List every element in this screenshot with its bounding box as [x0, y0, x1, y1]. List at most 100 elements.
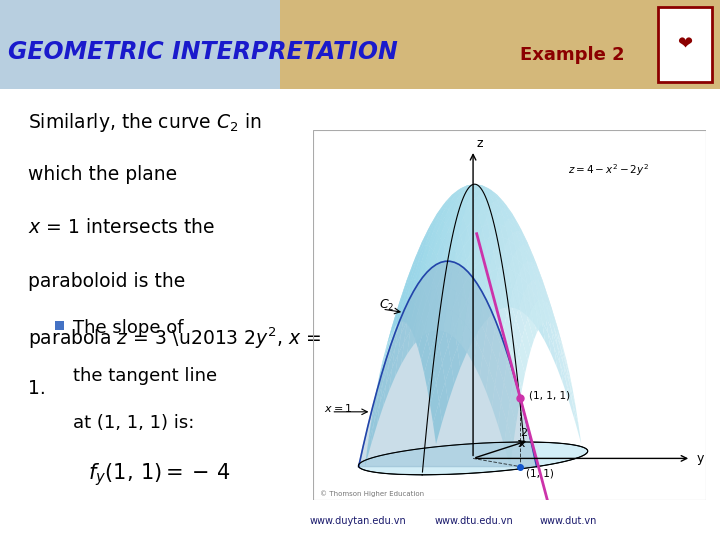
Polygon shape	[452, 224, 462, 238]
Polygon shape	[460, 302, 469, 333]
Polygon shape	[495, 271, 504, 298]
Polygon shape	[431, 233, 440, 251]
Polygon shape	[464, 227, 474, 245]
Polygon shape	[536, 280, 546, 301]
Polygon shape	[485, 211, 495, 227]
Polygon shape	[431, 289, 439, 319]
Polygon shape	[482, 295, 490, 322]
Polygon shape	[392, 298, 400, 328]
Bar	[324, 0, 328, 89]
Polygon shape	[461, 227, 469, 247]
Polygon shape	[410, 258, 419, 284]
Polygon shape	[413, 247, 422, 271]
Polygon shape	[495, 214, 503, 230]
Polygon shape	[516, 273, 525, 298]
Polygon shape	[428, 219, 437, 233]
Bar	[436, 0, 440, 89]
Polygon shape	[539, 302, 548, 333]
Polygon shape	[521, 252, 530, 275]
Text: x: x	[518, 437, 526, 450]
Polygon shape	[549, 300, 557, 332]
Polygon shape	[479, 276, 487, 302]
Polygon shape	[506, 219, 516, 233]
Bar	[432, 0, 436, 89]
Polygon shape	[518, 239, 527, 260]
Polygon shape	[464, 194, 473, 204]
Polygon shape	[431, 211, 440, 227]
Polygon shape	[440, 207, 449, 221]
Polygon shape	[552, 307, 560, 339]
Polygon shape	[389, 354, 398, 391]
Polygon shape	[495, 313, 504, 346]
Polygon shape	[510, 384, 519, 424]
Text: $z = 4 - x^2 - 2y^2$: $z = 4 - x^2 - 2y^2$	[567, 163, 649, 178]
Polygon shape	[453, 291, 462, 316]
Polygon shape	[467, 221, 476, 239]
Bar	[288, 0, 292, 89]
Polygon shape	[404, 267, 413, 291]
Polygon shape	[430, 332, 439, 367]
Text: © Thomson Higher Education: © Thomson Higher Education	[320, 490, 425, 497]
Polygon shape	[446, 193, 455, 201]
Polygon shape	[512, 255, 521, 276]
Polygon shape	[431, 269, 441, 291]
Polygon shape	[486, 271, 495, 299]
Polygon shape	[419, 237, 428, 258]
Polygon shape	[467, 199, 476, 212]
Polygon shape	[539, 273, 549, 300]
Bar	[380, 0, 384, 89]
Polygon shape	[467, 197, 476, 207]
Polygon shape	[476, 194, 485, 204]
Bar	[412, 0, 416, 89]
Polygon shape	[392, 313, 401, 346]
Polygon shape	[461, 185, 470, 188]
Polygon shape	[470, 184, 479, 187]
Polygon shape	[426, 272, 434, 296]
Polygon shape	[452, 188, 461, 195]
Polygon shape	[477, 239, 485, 261]
Polygon shape	[554, 319, 564, 352]
Polygon shape	[501, 382, 510, 423]
Polygon shape	[462, 277, 471, 302]
Bar	[428, 0, 432, 89]
Polygon shape	[410, 280, 418, 301]
Polygon shape	[449, 269, 459, 291]
Polygon shape	[519, 339, 528, 374]
Polygon shape	[422, 224, 431, 242]
Polygon shape	[422, 239, 431, 261]
Polygon shape	[439, 284, 449, 313]
Polygon shape	[473, 216, 482, 232]
Polygon shape	[506, 205, 516, 219]
Polygon shape	[492, 247, 500, 271]
Polygon shape	[397, 300, 407, 323]
Text: 1.: 1.	[28, 379, 46, 398]
Polygon shape	[494, 224, 503, 238]
Polygon shape	[479, 240, 487, 260]
Polygon shape	[422, 227, 431, 247]
Polygon shape	[480, 354, 489, 391]
Polygon shape	[437, 217, 446, 232]
Polygon shape	[487, 224, 497, 238]
Polygon shape	[470, 207, 480, 221]
Polygon shape	[554, 348, 563, 384]
Polygon shape	[397, 285, 407, 314]
Polygon shape	[494, 193, 503, 201]
Polygon shape	[462, 195, 470, 204]
Polygon shape	[410, 251, 419, 273]
Bar	[356, 0, 360, 89]
Polygon shape	[471, 311, 480, 342]
Polygon shape	[491, 193, 500, 200]
Polygon shape	[434, 205, 443, 219]
Polygon shape	[480, 261, 489, 286]
Polygon shape	[512, 232, 521, 252]
Polygon shape	[425, 247, 433, 267]
Polygon shape	[485, 272, 494, 295]
Polygon shape	[518, 224, 527, 242]
Polygon shape	[549, 298, 557, 327]
Polygon shape	[527, 284, 536, 310]
Polygon shape	[431, 221, 440, 239]
Polygon shape	[497, 237, 506, 252]
Bar	[408, 0, 412, 89]
Text: The slope of: The slope of	[73, 319, 184, 337]
Polygon shape	[439, 249, 449, 273]
